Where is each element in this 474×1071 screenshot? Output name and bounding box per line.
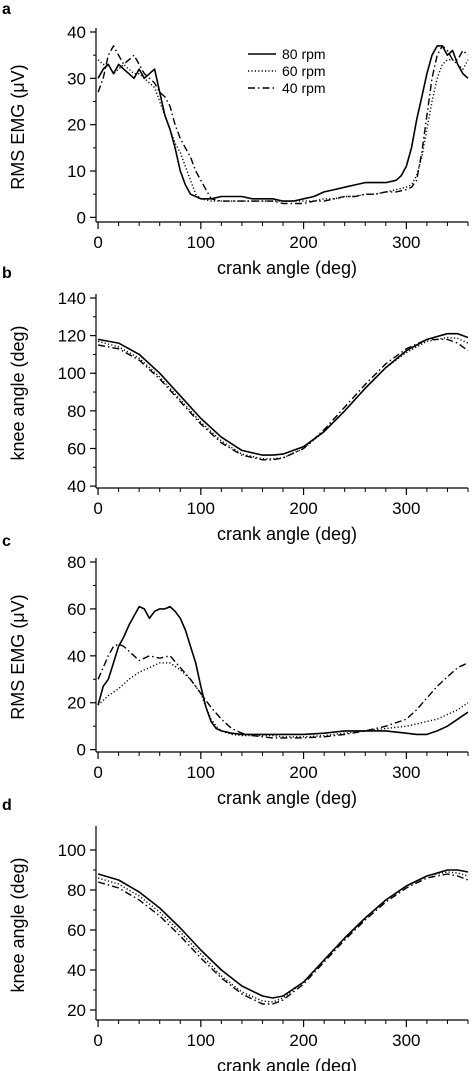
x-tick-label: 300 xyxy=(392,1031,420,1050)
y-tick-label: 140 xyxy=(58,289,86,308)
x-tick-label: 200 xyxy=(289,499,317,518)
x-tick-label: 100 xyxy=(187,233,215,252)
y-tick-label: 80 xyxy=(67,553,86,572)
series-line-80-rpm xyxy=(97,869,469,999)
x-tick-label: 100 xyxy=(187,499,215,518)
y-tick-label: 20 xyxy=(67,694,86,713)
y-axis-label: knee angle (deg) xyxy=(8,857,28,992)
series-line-40-rpm xyxy=(97,45,469,205)
series-line-40-rpm xyxy=(97,873,469,1005)
legend-entry: 60 rpm xyxy=(282,63,326,79)
x-tick-label: 0 xyxy=(93,1031,102,1050)
x-tick-label: 200 xyxy=(289,1031,317,1050)
panel-d: d 20 40 60 80 100 0 100 200 300 crank angle (deg) k… xyxy=(2,797,469,1071)
y-tick-label: 40 xyxy=(67,647,86,666)
y-tick-label: 100 xyxy=(58,841,86,860)
series-line-60-rpm xyxy=(97,662,469,738)
x-tick-label: 200 xyxy=(289,763,317,782)
x-axis-label: crank angle (deg) xyxy=(217,258,357,278)
y-tick-label: 40 xyxy=(67,477,86,496)
y-tick-label: 10 xyxy=(67,162,86,181)
panel-letter-b: b xyxy=(2,265,12,282)
panel-letter-a: a xyxy=(2,1,11,18)
series-line-80-rpm xyxy=(97,605,469,736)
y-axis-label: RMS EMG (μV) xyxy=(8,64,28,189)
y-axis-label: RMS EMG (μV) xyxy=(8,594,28,719)
panel-b: b 40 60 80 100 120 140 0 100 200 300 crank angle (d… xyxy=(2,265,469,544)
legend-entry: 40 rpm xyxy=(282,80,326,96)
x-tick-label: 300 xyxy=(392,499,420,518)
x-tick-label: 0 xyxy=(93,499,102,518)
series-line-80-rpm xyxy=(97,45,469,202)
y-tick-label: 20 xyxy=(67,1001,86,1020)
x-axis-label: crank angle (deg) xyxy=(217,1056,357,1071)
x-tick-label: 100 xyxy=(187,1031,215,1050)
series-line-60-rpm xyxy=(97,871,469,1003)
y-tick-label: 120 xyxy=(58,327,86,346)
x-tick-label: 0 xyxy=(93,763,102,782)
x-tick-label: 0 xyxy=(93,233,102,252)
x-tick-label: 300 xyxy=(392,763,420,782)
panel-c: c 0 20 40 60 80 0 100 200 300 crank angle (deg) RMS… xyxy=(2,533,469,808)
y-tick-label: 80 xyxy=(67,881,86,900)
series-line-40-rpm xyxy=(97,643,469,739)
y-tick-label: 0 xyxy=(77,741,86,760)
y-tick-label: 60 xyxy=(67,600,86,619)
y-tick-label: 60 xyxy=(67,921,86,940)
panel-letter-d: d xyxy=(2,797,12,814)
y-tick-label: 80 xyxy=(67,402,86,421)
y-tick-label: 40 xyxy=(67,961,86,980)
y-tick-label: 100 xyxy=(58,364,86,383)
x-axis-label: crank angle (deg) xyxy=(217,788,357,808)
y-tick-label: 0 xyxy=(77,208,86,227)
x-tick-label: 200 xyxy=(289,233,317,252)
x-axis-label: crank angle (deg) xyxy=(217,524,357,544)
series-line-80-rpm xyxy=(97,332,469,456)
series-line-40-rpm xyxy=(97,338,469,461)
panel-letter-c: c xyxy=(2,533,11,550)
x-tick-label: 100 xyxy=(187,763,215,782)
panel-a: a 0 10 20 30 40 0 100 200 300 crank angle (deg) RMS… xyxy=(2,1,469,278)
y-tick-label: 40 xyxy=(67,23,86,42)
y-tick-label: 60 xyxy=(67,439,86,458)
y-tick-label: 30 xyxy=(67,69,86,88)
series-line-60-rpm xyxy=(97,336,469,460)
x-tick-label: 300 xyxy=(392,233,420,252)
y-axis-label: knee angle (deg) xyxy=(8,325,28,460)
y-tick-label: 20 xyxy=(67,116,86,135)
legend-entry: 80 rpm xyxy=(282,46,326,62)
